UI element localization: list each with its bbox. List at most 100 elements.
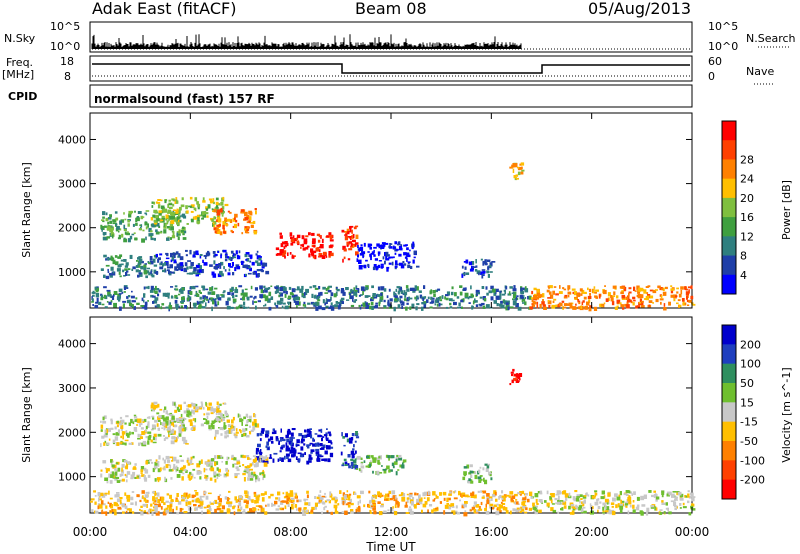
- velocity-cell: [492, 507, 495, 510]
- velocity-cell: [210, 467, 215, 472]
- velocity-cell: [205, 468, 208, 471]
- velocity-colorbar-tick: -100: [740, 454, 765, 467]
- velocity-cell: [161, 496, 165, 501]
- velocity-cell: [249, 463, 253, 467]
- velocity-cell: [216, 467, 219, 471]
- power-cell: [112, 219, 116, 223]
- power-cell: [108, 273, 112, 276]
- velocity-cell: [126, 465, 129, 468]
- power-cell: [140, 265, 144, 270]
- velocity-cell: [460, 493, 463, 497]
- velocity-cell: [282, 492, 285, 495]
- power-cell: [232, 301, 236, 304]
- power-cell: [449, 302, 452, 306]
- velocity-cell: [137, 475, 139, 478]
- power-cell: [160, 306, 163, 310]
- velocity-cell: [534, 493, 539, 498]
- velocity-cell: [570, 504, 575, 507]
- power-cell: [196, 300, 199, 305]
- velocity-cell: [186, 408, 190, 412]
- power-cell: [513, 163, 518, 168]
- power-cell: [529, 306, 534, 310]
- velocity-cell: [184, 496, 188, 498]
- velocity-cell: [508, 495, 511, 498]
- power-cell: [128, 213, 132, 218]
- velocity-cell: [285, 500, 289, 505]
- velocity-cell: [518, 378, 521, 381]
- power-cell: [164, 268, 167, 271]
- power-cell: [217, 273, 222, 278]
- velocity-cell: [280, 428, 282, 433]
- power-cell: [168, 305, 173, 310]
- power-cell: [548, 285, 553, 289]
- velocity-cell: [346, 438, 350, 443]
- power-cell: [204, 297, 207, 300]
- velocity-cell: [317, 444, 320, 447]
- power-cell: [179, 219, 182, 223]
- power-cell: [328, 232, 332, 235]
- power-cell: [132, 266, 136, 270]
- velocity-cell: [629, 504, 632, 508]
- velocity-cell: [150, 439, 153, 443]
- velocity-cell: [238, 495, 243, 499]
- power-cell: [564, 294, 568, 297]
- power-cell: [179, 256, 184, 261]
- power-cell: [119, 275, 122, 278]
- power-cell: [311, 293, 314, 298]
- velocity-cell: [131, 475, 135, 479]
- velocity-cell: [259, 432, 263, 436]
- power-cell: [355, 285, 358, 288]
- power-cell: [294, 294, 298, 299]
- power-cell: [616, 299, 621, 304]
- power-cell: [174, 266, 177, 271]
- velocity-cell: [146, 504, 148, 508]
- power-cell: [248, 210, 252, 215]
- power-cell: [228, 268, 231, 272]
- velocity-cell: [257, 443, 261, 448]
- velocity-cell: [271, 441, 274, 444]
- power-cell: [330, 296, 332, 301]
- power-cell: [393, 306, 396, 312]
- power-cell: [412, 259, 415, 264]
- velocity-cell: [307, 428, 311, 433]
- power-cell: [145, 210, 150, 212]
- power-cell: [490, 285, 494, 290]
- power-cell: [475, 304, 479, 307]
- power-cell: [220, 253, 223, 256]
- velocity-cell: [197, 506, 202, 509]
- power-cell: [279, 232, 282, 235]
- power-cell: [399, 298, 401, 303]
- velocity-cell: [329, 452, 334, 458]
- power-cell: [365, 259, 368, 262]
- power-cell: [155, 229, 158, 233]
- velocity-cell: [131, 431, 134, 435]
- velocity-cell: [308, 429, 310, 431]
- power-cell: [217, 218, 222, 223]
- power-cell: [127, 274, 131, 276]
- velocity-cell: [156, 492, 160, 497]
- power-cell: [268, 287, 271, 290]
- power-cell: [349, 226, 352, 229]
- power-cell: [419, 294, 423, 299]
- power-cell: [138, 228, 142, 231]
- power-cell: [174, 199, 176, 204]
- power-cell: [415, 306, 418, 311]
- power-cell: [579, 288, 583, 292]
- power-cell: [487, 266, 490, 270]
- power-cell: [228, 263, 231, 267]
- velocity-cell: [259, 455, 263, 459]
- velocity-cell: [511, 373, 513, 377]
- power-cell: [126, 287, 129, 289]
- power-cell: [318, 253, 323, 258]
- velocity-cell: [217, 405, 220, 409]
- velocity-cell: [486, 493, 490, 497]
- velocity-cell: [351, 465, 354, 469]
- velocity-cell: [156, 412, 160, 415]
- velocity-cell: [249, 468, 253, 471]
- velocity-cell: [206, 463, 209, 467]
- velocity-cell: [145, 436, 148, 439]
- power-cell: [648, 304, 651, 307]
- velocity-cell: [280, 437, 282, 442]
- velocity-cell: [245, 423, 248, 426]
- velocity-cell: [323, 434, 327, 437]
